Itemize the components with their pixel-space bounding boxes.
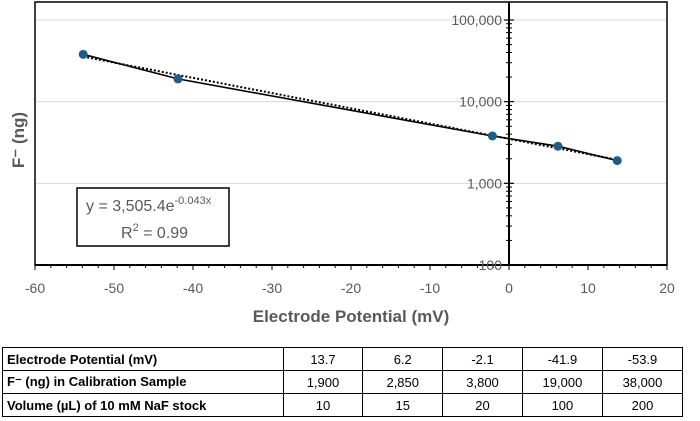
x-tick-labels: -60 -50 -40 -30 -20 -10 0 10 20: [25, 280, 675, 296]
table-cell: -53.9: [601, 347, 684, 371]
x-tick-label: 20: [659, 280, 675, 296]
table-cell: 10: [282, 393, 364, 417]
calibration-table: Electrode Potential (mV) 13.7 6.2 -2.1 -41.9…: [2, 347, 684, 417]
table-cell: 19,000: [521, 370, 603, 394]
table-cell: 3,800: [442, 370, 523, 394]
table-row: Electrode Potential (mV) 13.7 6.2 -2.1 -41.9…: [2, 347, 684, 371]
table-cell: 13.7: [282, 347, 364, 371]
r-squared: R2 = 0.99: [121, 222, 188, 242]
data-points: [78, 49, 622, 166]
table-row: F⁻ (ng) in Calibration Sample 1,900 2,850 3…: [2, 370, 684, 394]
x-tick-label: -10: [420, 280, 440, 296]
table-cell: 38,000: [601, 370, 684, 394]
fit-equation: y = 3,505.4e-0.043x: [86, 195, 212, 215]
x-tick-label: 0: [505, 280, 513, 296]
y-tick-label: 10,000: [459, 94, 502, 110]
y-tick-label: 1,000: [467, 175, 502, 191]
data-line: [82, 53, 618, 162]
x-tick-label: -60: [25, 280, 45, 296]
table-row: Volume (µL) of 10 mM NaF stock 10 15 20 100 2…: [2, 393, 684, 417]
table-cell: 6.2: [362, 347, 444, 371]
fit-curves: [82, 53, 618, 162]
y-axis-title: F⁻ (ng): [9, 112, 28, 168]
table-cell: -41.9: [521, 347, 603, 371]
row-label: F⁻ (ng) in Calibration Sample: [2, 370, 284, 394]
data-point: [612, 156, 622, 166]
data-point: [78, 49, 88, 59]
trendline-dotted: [83, 55, 618, 161]
y-tick-labels: 100 1,000 10,000 100,000: [451, 12, 502, 273]
row-label: Volume (µL) of 10 mM NaF stock: [2, 393, 284, 417]
data-point: [553, 141, 563, 151]
x-axis-title: Electrode Potential (mV): [253, 307, 449, 326]
table-cell: 20: [442, 393, 523, 417]
x-tick-label: -50: [104, 280, 124, 296]
table-cell: 200: [601, 393, 684, 417]
row-label: Electrode Potential (mV): [2, 347, 284, 371]
table-cell: 15: [362, 393, 444, 417]
y-tick-label: 100: [479, 257, 503, 273]
gridlines: [35, 19, 667, 184]
x-axis: [34, 264, 668, 270]
data-point: [173, 74, 183, 84]
table-cell: 2,850: [362, 370, 444, 394]
x-tick-label: -30: [262, 280, 282, 296]
table-cell: 100: [521, 393, 603, 417]
equation-box: y = 3,505.4e-0.043x R2 = 0.99: [76, 187, 230, 247]
table-cell: -2.1: [442, 347, 523, 371]
x-tick-label: -20: [341, 280, 361, 296]
y-axis: [504, 2, 514, 266]
x-tick-label: -40: [183, 280, 203, 296]
table-cell: 1,900: [282, 370, 364, 394]
data-point: [487, 131, 497, 141]
y-tick-label: 100,000: [451, 12, 502, 28]
x-tick-label: 10: [580, 280, 596, 296]
